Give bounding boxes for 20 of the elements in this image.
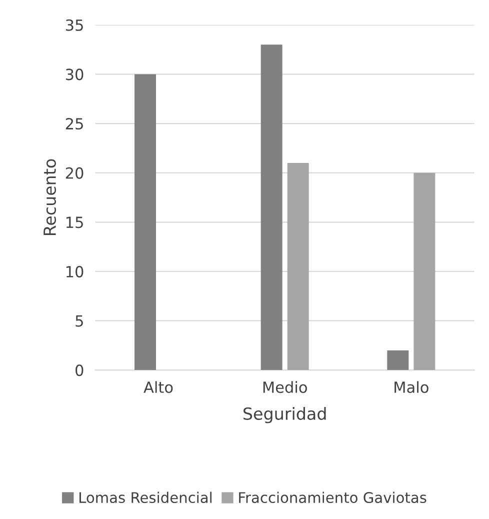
legend-label: Lomas Residencial	[80, 492, 212, 504]
x-axis-title: Seguridad	[244, 407, 326, 424]
y-tick-label: 35	[66, 19, 83, 31]
y-tick-label: 10	[66, 266, 84, 278]
y-tick-label: 15	[66, 216, 83, 228]
y-tick-label: 0	[76, 364, 84, 376]
bar	[287, 162, 309, 370]
y-tick-label: 25	[66, 118, 83, 130]
bar	[134, 74, 156, 370]
y-tick-label: 5	[76, 315, 83, 327]
y-tick-label: 30	[66, 68, 84, 80]
x-tick-label: Malo	[394, 381, 428, 393]
x-tick-label: Alto	[144, 381, 173, 393]
y-axis-title: Recuento	[44, 159, 56, 236]
bar	[414, 172, 436, 370]
legend-label: Fraccionamiento Gaviotas	[239, 492, 426, 504]
bar	[260, 44, 282, 370]
y-tick-label: 20	[66, 167, 84, 179]
x-tick-label: Medio	[263, 381, 307, 393]
bar	[387, 350, 409, 370]
